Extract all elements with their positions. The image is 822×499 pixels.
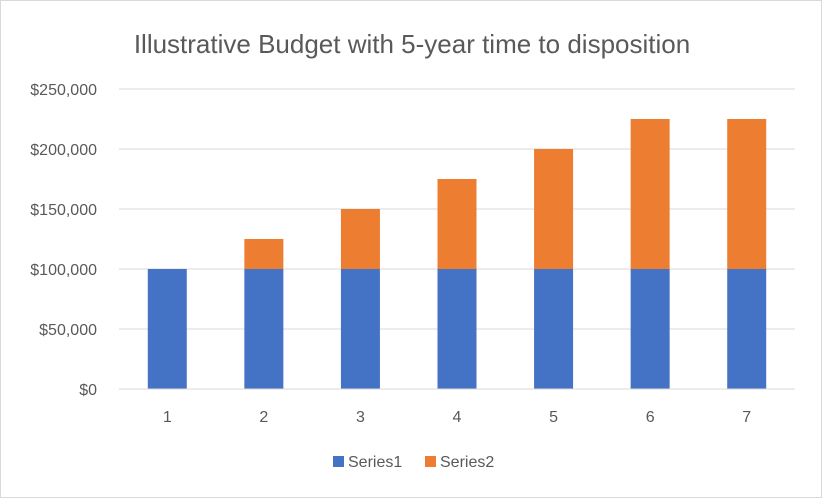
x-axis-tick-labels: 1 2 3 4 5 6 7 [163, 409, 751, 426]
legend-swatch-series1 [333, 456, 344, 467]
bar-series2-3 [340, 209, 380, 269]
y-tick-label: $0 [79, 382, 97, 399]
legend-label-series2: Series2 [440, 454, 494, 471]
bar-series2-7 [727, 119, 767, 269]
legend-swatch-series2 [425, 456, 436, 467]
x-tick-label: 6 [646, 409, 655, 426]
bars [147, 119, 767, 389]
chart-title: Illustrative Budget with 5-year time to … [134, 29, 690, 59]
bar-series1-6 [630, 269, 670, 389]
y-tick-label: $250,000 [30, 82, 97, 99]
x-tick-label: 5 [549, 409, 558, 426]
bar-series2-2 [244, 239, 284, 269]
bar-series1-7 [727, 269, 767, 389]
bar-series2-4 [437, 179, 477, 269]
y-tick-label: $100,000 [30, 262, 97, 279]
x-tick-label: 4 [453, 409, 462, 426]
x-tick-label: 1 [163, 409, 172, 426]
legend: Series1 Series2 [333, 454, 494, 471]
y-axis-tick-labels: $0 $50,000 $100,000 $150,000 $200,000 $250,00… [30, 82, 97, 399]
y-tick-label: $50,000 [39, 322, 97, 339]
bar-series1-2 [244, 269, 284, 389]
x-tick-label: 2 [259, 409, 268, 426]
y-tick-label: $150,000 [30, 202, 97, 219]
legend-label-series1: Series1 [348, 454, 402, 471]
bar-series2-5 [534, 149, 574, 269]
bar-series1-3 [340, 269, 380, 389]
bar-series2-6 [630, 119, 670, 269]
x-tick-label: 3 [356, 409, 365, 426]
bar-series1-5 [534, 269, 574, 389]
y-tick-label: $200,000 [30, 142, 97, 159]
bar-series1-1 [147, 269, 187, 389]
bar-series1-4 [437, 269, 477, 389]
x-tick-label: 7 [742, 409, 751, 426]
